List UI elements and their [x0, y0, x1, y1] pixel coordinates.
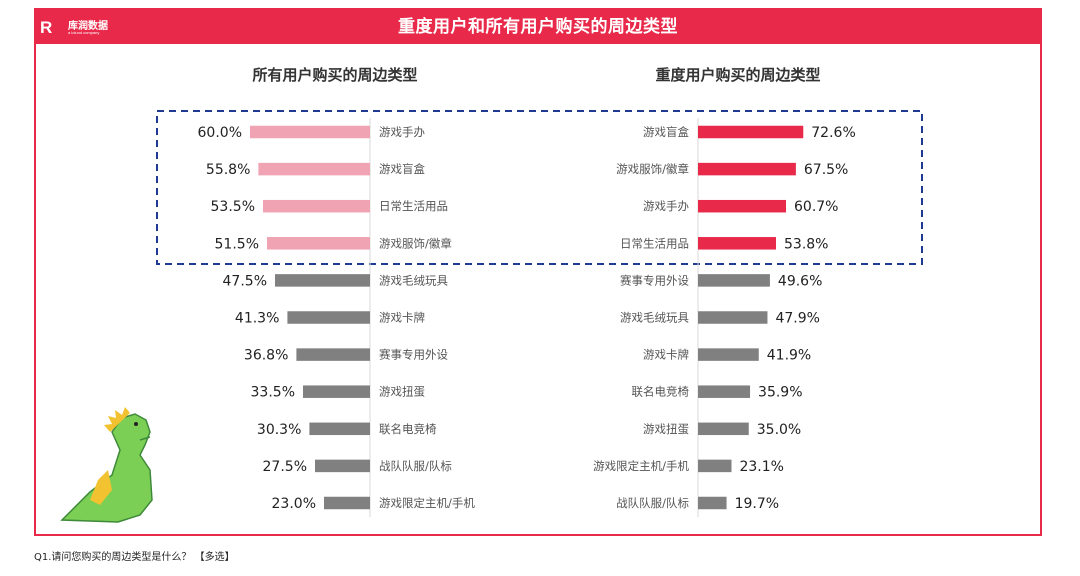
right-category-label: 战队队服/队标 [616, 496, 689, 510]
left-value-label: 33.5% [251, 385, 295, 401]
right-bar [698, 237, 777, 250]
logo-subtitle: a lolund company [68, 30, 100, 35]
left-category-label: 游戏限定主机/手机 [379, 496, 475, 510]
right-category-label: 游戏盲盒 [643, 125, 689, 139]
right-bar [698, 348, 759, 361]
right-category-label: 游戏限定主机/手机 [593, 459, 689, 473]
left-bar [287, 311, 370, 324]
logo-mark-icon: R [40, 18, 53, 37]
right-bar [698, 459, 732, 473]
right-bar [698, 162, 796, 176]
left-value-label: 30.3% [257, 422, 301, 438]
brand-logo: R 库润数据 a lolund company [40, 15, 130, 39]
left-bar [324, 496, 370, 510]
left-value-label: 51.5% [215, 236, 259, 252]
left-value-label: 36.8% [244, 348, 288, 364]
right-category-label: 游戏毛绒玩具 [620, 311, 689, 325]
header-bar: R 库润数据 a lolund company 重度用户和所有用户购买的周边类型 [36, 10, 1040, 44]
left-value-label: 47.5% [223, 273, 267, 289]
right-value-label: 72.6% [811, 125, 855, 141]
left-bar [250, 125, 370, 139]
right-bar [698, 125, 804, 139]
left-value-label: 60.0% [198, 125, 242, 141]
left-bar [296, 348, 370, 361]
left-bar [263, 199, 370, 213]
highlight-box [156, 110, 923, 265]
left-value-label: 41.3% [235, 311, 279, 327]
left-value-label: 23.0% [272, 496, 316, 512]
right-chart-title: 重度用户购买的周边类型 [655, 66, 820, 84]
left-category-label: 游戏服饰/徽章 [379, 236, 452, 250]
left-bar [267, 237, 370, 250]
left-category-label: 游戏手办 [379, 125, 425, 139]
right-category-label: 游戏手办 [643, 199, 689, 213]
left-bar [303, 385, 370, 398]
left-category-label: 联名电竞椅 [379, 422, 437, 436]
right-value-label: 47.9% [775, 311, 819, 327]
right-bar [698, 311, 768, 324]
right-value-label: 49.6% [778, 273, 822, 289]
right-bar [698, 274, 770, 287]
chart-frame: R 库润数据 a lolund company 重度用户和所有用户购买的周边类型 [34, 8, 1042, 536]
right-category-label: 联名电竞椅 [632, 385, 690, 399]
right-category-label: 游戏卡牌 [643, 348, 689, 362]
left-category-label: 游戏扭蛋 [379, 385, 425, 399]
left-category-label: 游戏盲盒 [379, 162, 425, 176]
left-bar [258, 162, 370, 176]
logo-name: 库润数据 [68, 21, 108, 32]
right-value-label: 35.9% [758, 385, 802, 401]
left-value-label: 27.5% [263, 459, 307, 475]
left-category-label: 游戏卡牌 [379, 311, 425, 325]
left-category-label: 赛事专用外设 [379, 348, 448, 362]
left-value-label: 53.5% [211, 199, 255, 215]
right-value-label: 35.0% [757, 422, 801, 438]
right-bar [698, 385, 751, 398]
right-value-label: 41.9% [767, 348, 811, 364]
left-bar [315, 459, 370, 473]
left-bar [309, 422, 370, 436]
right-category-label: 游戏服饰/徽章 [616, 162, 689, 176]
dinosaur-mascot-icon [60, 407, 153, 523]
right-value-label: 67.5% [804, 162, 848, 178]
right-value-label: 53.8% [784, 236, 828, 252]
footnote: Q1.请问您购买的周边类型是什么？ 【多选】 [34, 552, 235, 563]
right-value-label: 23.1% [739, 459, 783, 475]
right-bar [698, 422, 749, 436]
right-category-label: 赛事专用外设 [620, 273, 689, 287]
right-bar [698, 199, 787, 213]
right-value-label: 60.7% [794, 199, 838, 215]
right-category-label: 日常生活用品 [620, 236, 689, 250]
left-category-label: 游戏毛绒玩具 [379, 273, 448, 287]
left-category-label: 战队队服/队标 [379, 459, 452, 473]
left-chart-title: 所有用户购买的周边类型 [252, 66, 417, 84]
left-category-label: 日常生活用品 [379, 199, 448, 213]
page-title: 重度用户和所有用户购买的周边类型 [398, 17, 678, 37]
right-bar [698, 496, 727, 510]
left-bar [275, 274, 370, 287]
right-value-label: 19.7% [735, 496, 779, 512]
left-value-label: 55.8% [206, 162, 250, 178]
right-category-label: 游戏扭蛋 [643, 422, 689, 436]
